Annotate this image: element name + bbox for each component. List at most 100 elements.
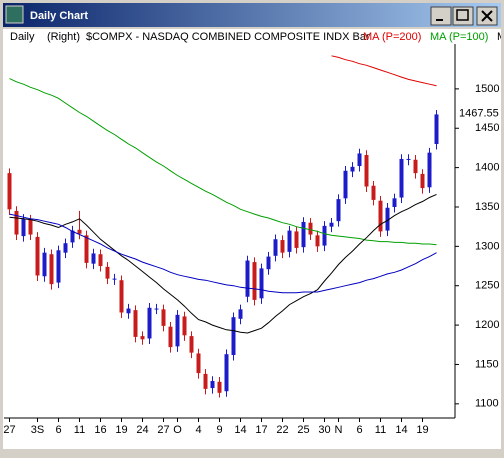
plot [7, 55, 439, 398]
x-tick-label: 11 [375, 424, 386, 436]
candle-body [266, 256, 271, 270]
candle-body [161, 309, 166, 326]
legend-entry: M [497, 31, 504, 43]
x-tick-label: 14 [395, 424, 407, 436]
x-tick-label: 6 [356, 424, 362, 436]
x-tick-label: 25 [297, 424, 309, 436]
candle-body [112, 278, 117, 280]
candle-body [259, 268, 264, 299]
x-tick-label: 16 [94, 424, 106, 436]
x-tick-label: 14 [234, 424, 246, 436]
candle-body [189, 336, 194, 353]
y-tick-label: 1200 [475, 319, 499, 331]
candle-body [168, 326, 173, 348]
chart-area [3, 29, 501, 449]
window-title: Daily Chart [30, 10, 88, 22]
legend: MA (P=200) MA (P=100) M [363, 31, 504, 43]
candle-body [392, 198, 397, 207]
x-tick-label: 24 [136, 424, 148, 436]
candle-body [420, 173, 425, 189]
candle-body [77, 229, 82, 234]
moving-average-line [9, 78, 437, 246]
candle-body [280, 240, 285, 253]
y-tick-label: 1350 [475, 201, 499, 213]
x-tick-label: 3S [31, 424, 44, 436]
x-tick-label: 27 [157, 424, 169, 436]
x-tick-label: 19 [416, 424, 428, 436]
candle-body [42, 252, 47, 277]
candle-body [252, 262, 257, 300]
candle-body [231, 317, 236, 356]
x-tick-label: 19 [115, 424, 127, 436]
candle-body [133, 310, 138, 337]
chart-title: $COMPX - NASDAQ COMBINED COMPOSITE INDX … [86, 31, 370, 43]
candle-body [126, 308, 131, 314]
candle-body [140, 336, 145, 340]
candle-body [406, 158, 411, 160]
candle-body [238, 309, 243, 319]
candle-body [350, 166, 355, 172]
candle-body [7, 173, 12, 210]
close-button[interactable] [476, 6, 498, 26]
candle-body [378, 200, 383, 232]
candle-body [70, 230, 75, 243]
x-tick-label: 22 [276, 424, 288, 436]
candle-body [63, 243, 68, 253]
candle-body [322, 225, 327, 246]
candle-body [315, 235, 320, 247]
period-label: Daily [10, 31, 35, 43]
candle-body [343, 170, 348, 199]
moving-average-line [9, 193, 437, 334]
candle-body [147, 307, 152, 339]
x-tick-label: O [173, 424, 182, 436]
candle-body [21, 218, 26, 237]
candle-body [273, 239, 278, 256]
candle-body [357, 153, 362, 167]
candle-body [294, 231, 299, 248]
candle-body [301, 221, 306, 248]
candle-body [119, 280, 124, 313]
candle-body [28, 219, 33, 235]
legend-entry: MA (P=200) [363, 31, 421, 43]
window-icon [5, 5, 24, 24]
candle-body [98, 254, 103, 267]
candle-body [287, 230, 292, 252]
candle-body [364, 155, 369, 187]
candle-body [385, 207, 390, 231]
candle-body [399, 158, 404, 198]
y-tick-label: 1300 [475, 240, 499, 252]
candle-body [84, 235, 89, 263]
x-tick-label: 9 [216, 424, 222, 436]
axes: 1100 1150 1200 1250 1300 1350 1400 1450 1500 27 3S… [3, 83, 499, 436]
candle-body [217, 381, 222, 393]
y-tick-label: 1450 [475, 122, 499, 134]
candle-body [154, 308, 159, 310]
candle-body [434, 114, 439, 144]
candle-body [210, 380, 215, 389]
x-tick-label: 27 [3, 424, 15, 436]
axis-side-label: (Right) [47, 31, 80, 43]
candle-body [245, 260, 250, 297]
candle-body [308, 222, 313, 235]
y-tick-label: 1100 [475, 398, 499, 410]
minimize-button[interactable] [430, 6, 452, 26]
maximize-button[interactable] [452, 6, 474, 26]
candle-body [203, 373, 208, 389]
x-tick-label: N [335, 424, 343, 436]
candle-body [91, 253, 96, 264]
moving-average-line [9, 213, 437, 294]
candle-body [35, 236, 40, 276]
x-tick-label: 11 [74, 424, 85, 436]
candle-body [14, 210, 19, 235]
candle-body [427, 152, 432, 188]
candle-body [56, 250, 61, 283]
candle-body [175, 314, 180, 347]
y-tick-label: 1500 [475, 83, 499, 95]
moving-average-line [331, 55, 437, 87]
x-tick-label: 17 [255, 424, 267, 436]
x-tick-label: 4 [195, 424, 201, 436]
candle-body [49, 254, 54, 285]
candle-body [371, 185, 376, 200]
